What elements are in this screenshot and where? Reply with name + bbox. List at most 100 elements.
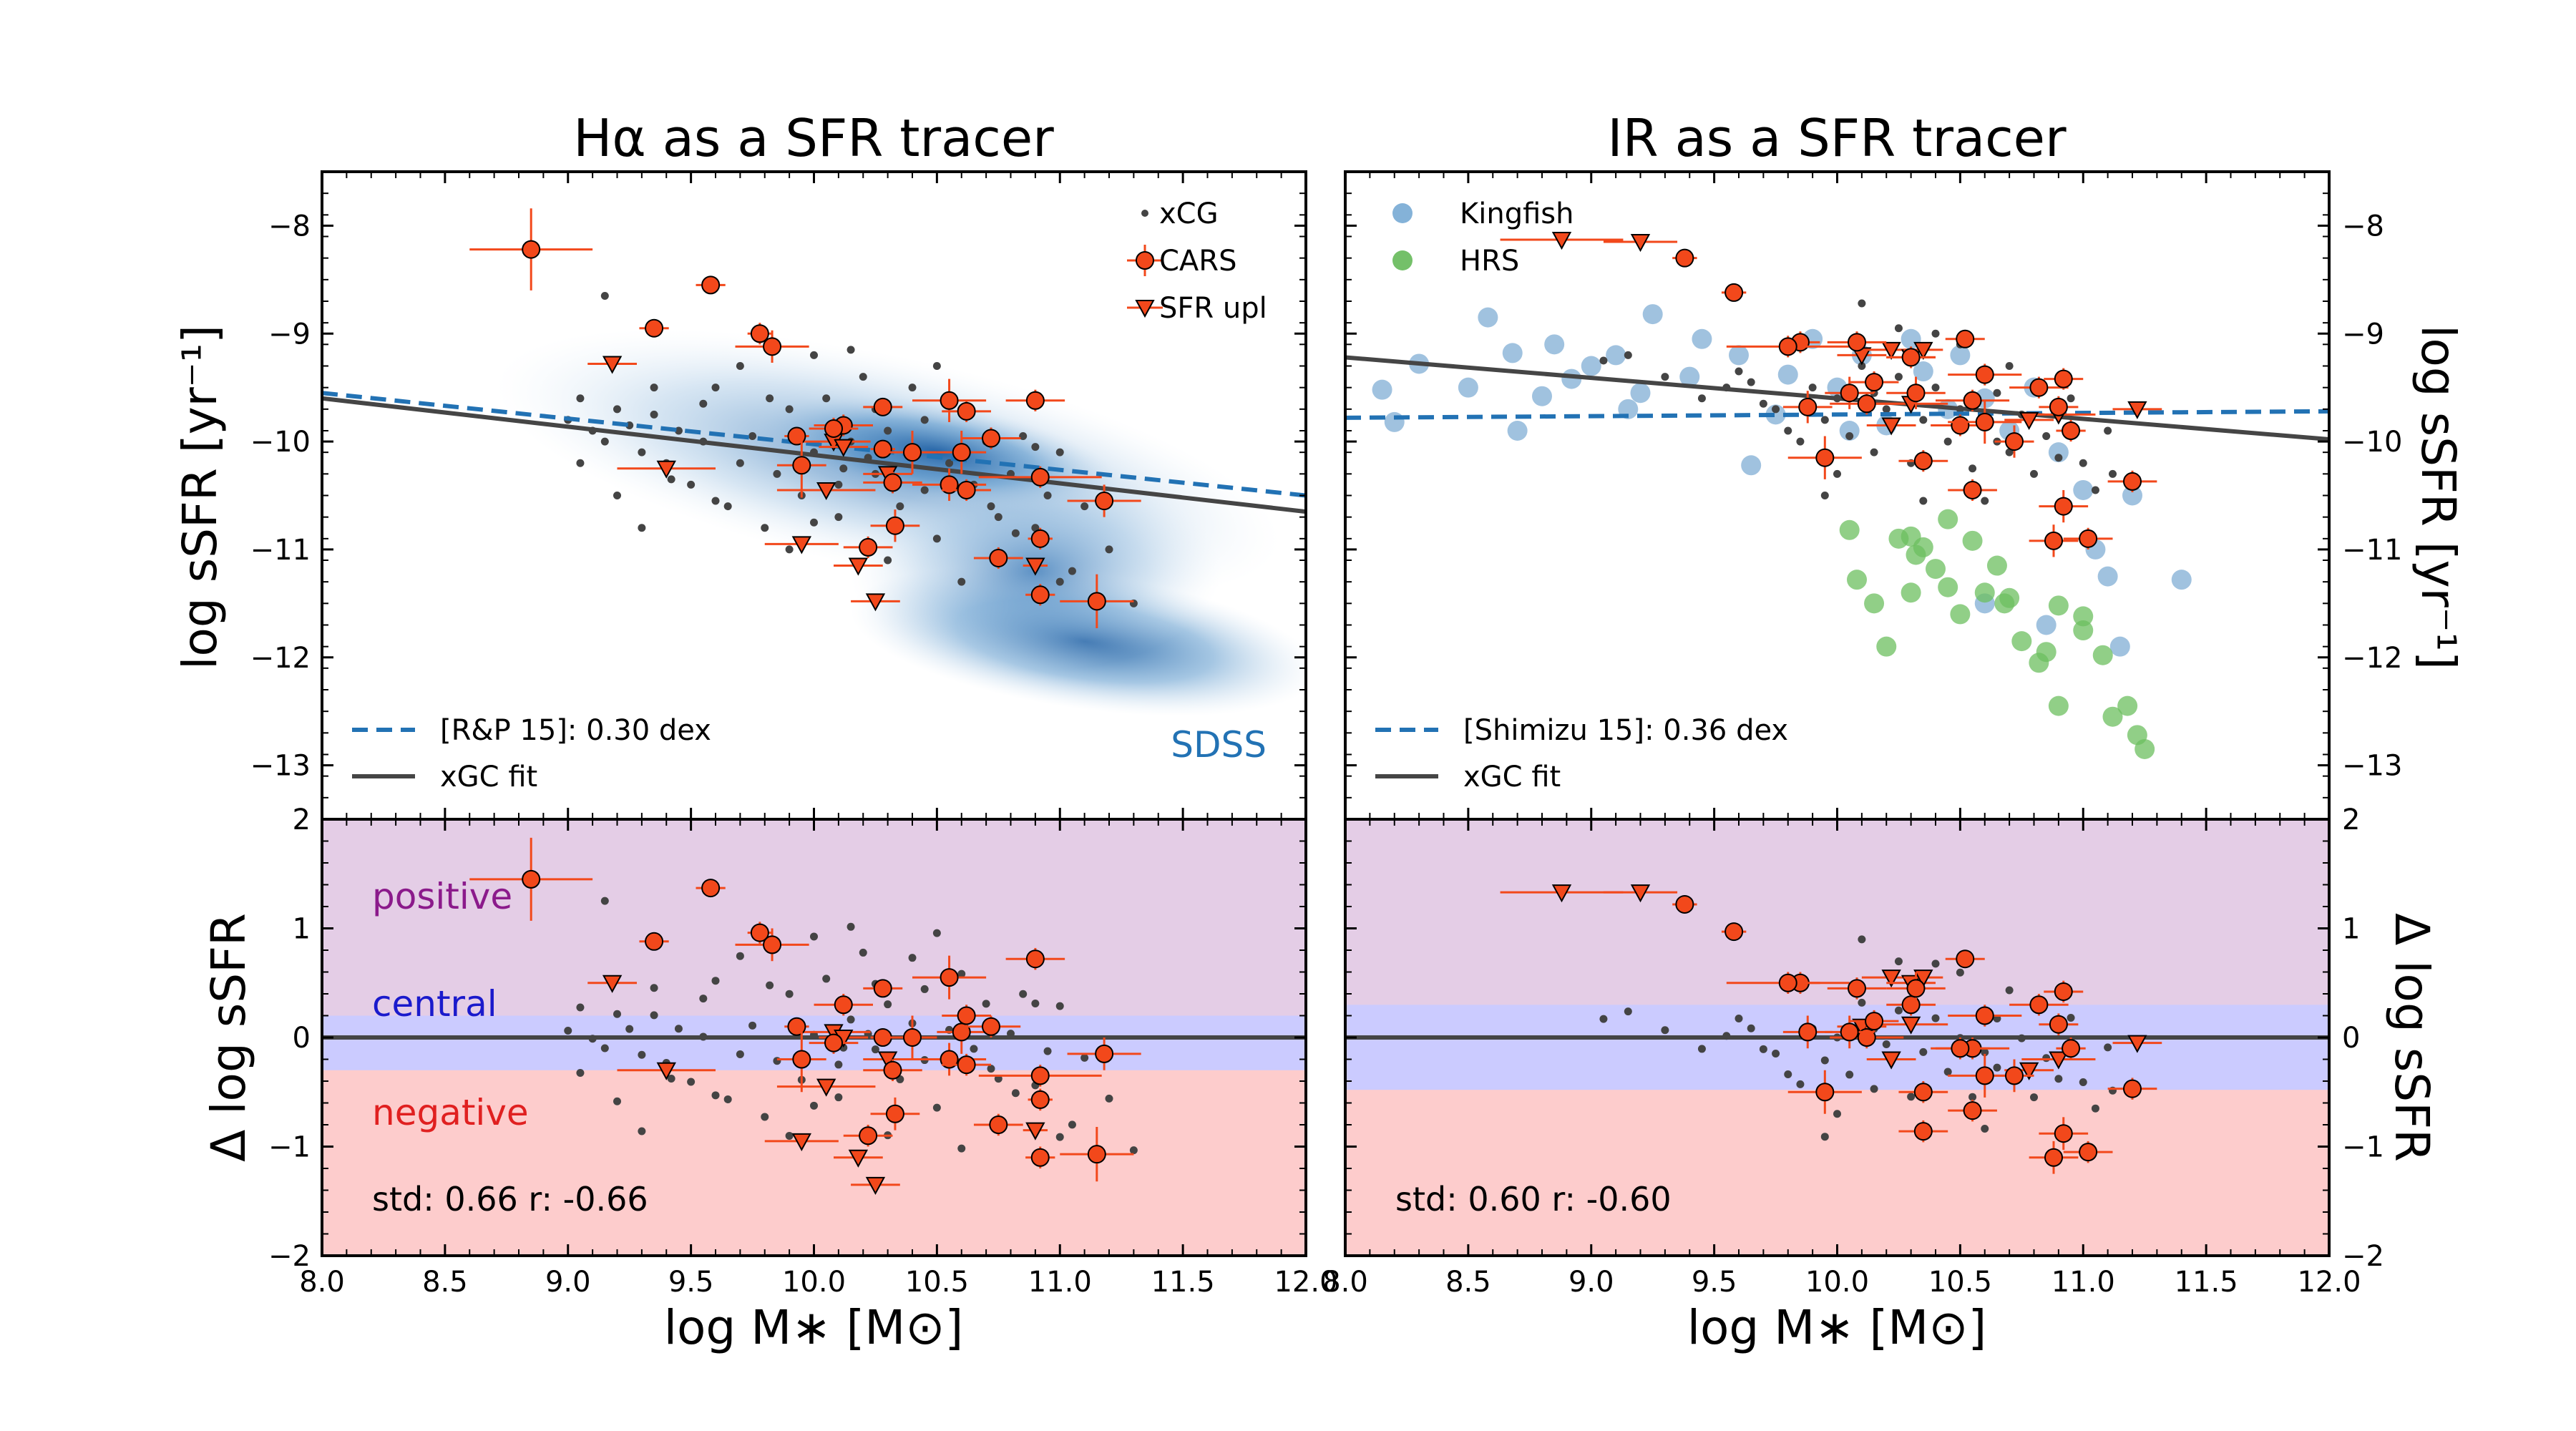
positive-band	[1345, 819, 2329, 1005]
right-bottom-panel	[1345, 819, 2329, 1256]
cars-galaxy-point	[1825, 376, 1875, 409]
xcg-residual-point	[1820, 1056, 1829, 1065]
cars-galaxy-point	[863, 397, 903, 416]
cars-galaxy-point	[912, 378, 987, 422]
xcg-residual-point	[810, 932, 818, 941]
sfr-upper-limit-residual-marker	[1913, 970, 1933, 988]
xcg-point	[1031, 524, 1040, 532]
cars-residual-point	[1945, 949, 1985, 969]
cars-residual-marker	[792, 1050, 811, 1069]
kingfish-point	[1544, 334, 1565, 355]
xcg-point	[1772, 405, 1780, 414]
cars-residual-point	[2056, 1037, 2086, 1060]
xcg-point	[1011, 529, 1020, 537]
y-tick-label: 0	[293, 1022, 311, 1055]
right-bottom-ylabel: Δ log sSFR	[2384, 913, 2439, 1162]
xcg-point	[687, 480, 696, 489]
sfr-upper-limit-residual-marker	[2127, 1035, 2147, 1053]
cars-galaxy-point	[961, 427, 1021, 449]
kingfish-point	[1679, 366, 1700, 387]
xcg-point	[650, 384, 658, 392]
left-legend: xCG CARS SFR upl	[1127, 197, 1267, 325]
cars-residual-marker	[1901, 995, 1921, 1015]
hrs-point	[1950, 604, 1971, 625]
xcg-residual-point	[1981, 1124, 1989, 1133]
cars-residual-point	[1067, 1037, 1141, 1070]
hrs-point	[1938, 577, 1958, 597]
xcg-residual-point	[2079, 1078, 2087, 1087]
left-stats-text: std: 0.66 r: -0.66	[372, 1180, 648, 1218]
cars-galaxy-marker	[1906, 384, 1926, 403]
sfr-upper-limit-point	[2004, 411, 2054, 431]
kingfish-point	[1692, 328, 1712, 349]
right-stats-text: std: 0.60 r: -0.60	[1395, 1180, 1672, 1218]
sfr-upper-limit-residual-marker	[1630, 884, 1651, 903]
legend-xcg-marker	[1141, 210, 1148, 217]
xcg-residual-point	[2091, 1104, 2099, 1113]
sfr-upper-limit-point	[764, 536, 839, 555]
cars-galaxy-point	[1787, 436, 1862, 479]
xcg-point	[2005, 448, 2014, 456]
cars-galaxy-point	[1782, 391, 1833, 424]
xcg-residual-point	[2030, 1093, 2038, 1102]
y-tick-label: −9	[268, 318, 311, 351]
cars-galaxy-marker	[1030, 529, 1050, 548]
cars-galaxy-marker	[1087, 592, 1106, 611]
xcg-point	[2042, 432, 2051, 441]
hrs-point	[1839, 519, 1860, 540]
negative-region-label: negative	[372, 1092, 529, 1133]
xcg-residual-point	[711, 1091, 720, 1100]
cars-galaxy-marker	[885, 516, 904, 535]
sfr-upper-limit-marker	[791, 536, 811, 555]
cars-residual-point	[735, 928, 809, 962]
cars-residual-marker	[1913, 1122, 1933, 1141]
cars-galaxy-point	[776, 433, 826, 498]
x-tick-label: 11.5	[2175, 1266, 2238, 1299]
cars-residual-point	[1721, 922, 1747, 942]
cars-galaxy-point	[2039, 489, 2089, 523]
y-tick-label: −8	[2342, 210, 2384, 243]
xcg-point	[1068, 567, 1076, 575]
xcg-residual-point	[884, 1000, 892, 1009]
cars-residual-point	[1898, 1081, 1948, 1103]
xcg-residual-point	[761, 1113, 769, 1121]
xcg-residual-point	[1784, 1070, 1792, 1079]
xcg-point	[1981, 497, 1989, 505]
central-region-label: central	[372, 983, 497, 1025]
right-top-ylabel: log sSFR [yr⁻¹]	[2411, 325, 2466, 670]
cars-residual-point	[887, 1015, 937, 1060]
kingfish-point	[1581, 356, 1601, 376]
kingfish-point	[1372, 379, 1392, 400]
cars-residual-marker	[750, 923, 769, 942]
cars-residual-point	[1931, 1037, 1990, 1060]
kingfish-point	[1507, 421, 1528, 441]
legend-upl-label: SFR upl	[1159, 292, 1267, 325]
cars-residual-marker	[1798, 1022, 1818, 1042]
reference-relation-line	[1345, 409, 2329, 420]
cars-residual-marker	[1913, 1083, 1933, 1102]
xcg-residual-point	[1055, 1002, 1064, 1010]
xcg-residual-point	[638, 1127, 646, 1135]
cars-galaxy-point	[870, 439, 895, 459]
cars-galaxy-point	[735, 330, 809, 363]
cars-galaxy-marker	[701, 275, 721, 295]
cars-residual-point	[870, 1097, 920, 1130]
cars-residual-marker	[1975, 1006, 1994, 1025]
cars-galaxy-point	[1827, 331, 1887, 353]
sfr-upper-limit-residual-point	[851, 1176, 900, 1195]
cars-galaxy-point	[887, 431, 937, 474]
cars-galaxy-marker	[873, 439, 892, 459]
xcg-residual-point	[1624, 1007, 1632, 1016]
xcg-point	[613, 405, 621, 414]
sfr-upper-limit-residual-point	[2021, 1051, 2096, 1070]
cars-residual-marker	[1963, 1101, 1982, 1120]
x-tick-label: 12.0	[1274, 1266, 1337, 1299]
xcg-point	[576, 459, 585, 467]
cars-residual-point	[978, 1065, 1102, 1087]
sfr-upper-limit-marker	[1630, 234, 1651, 253]
sfr-upper-limit-residual-marker	[791, 1133, 811, 1151]
xcg-point	[1043, 492, 1052, 499]
xcg-point	[748, 432, 757, 441]
sfr-upper-limit-marker	[2127, 401, 2147, 419]
cars-galaxy-marker	[1848, 333, 1866, 352]
